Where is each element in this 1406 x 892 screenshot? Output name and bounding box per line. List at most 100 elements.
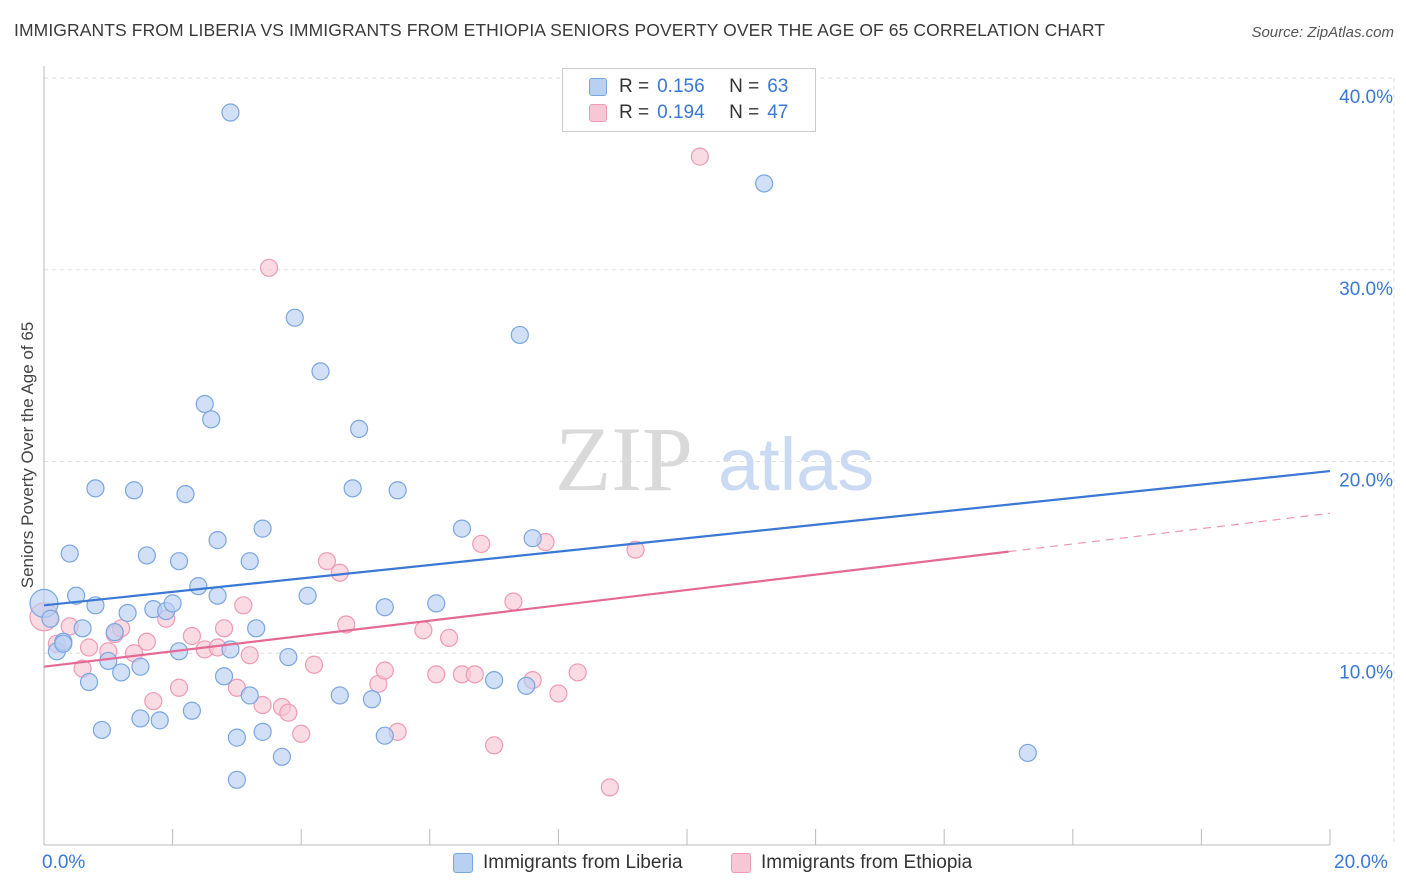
point-liberia [1018, 743, 1037, 763]
correlation-legend: R = 0.156 N = 63 R = 0.194 N = 47 [562, 68, 816, 132]
point-liberia [247, 619, 266, 638]
point-liberia [240, 686, 259, 705]
trend-line-liberia [43, 469, 1331, 607]
point-liberia [131, 709, 150, 728]
legend-r-label: R = [619, 76, 650, 97]
point-liberia [227, 728, 246, 747]
legend-label-ethiopia: Immigrants from Ethiopia [761, 852, 973, 873]
point-liberia [253, 722, 272, 741]
y-tick-label: 30.0% [1339, 279, 1393, 300]
point-liberia [118, 603, 137, 623]
point-ethiopia [504, 592, 523, 611]
series-liberia-points [29, 103, 1037, 789]
point-liberia [298, 586, 317, 605]
point-liberia [208, 531, 227, 550]
point-ethiopia [234, 596, 253, 615]
point-ethiopia [292, 724, 311, 743]
legend-r-value-ethiopia: 0.194 [657, 102, 705, 123]
point-liberia [182, 701, 201, 720]
point-liberia [163, 594, 182, 613]
point-ethiopia [690, 147, 709, 166]
point-liberia [388, 481, 407, 500]
point-liberia [279, 647, 298, 667]
point-liberia [221, 103, 240, 122]
chart-title: IMMIGRANTS FROM LIBERIA VS IMMIGRANTS FR… [14, 20, 1106, 40]
y-tick-label: 10.0% [1339, 662, 1393, 683]
legend-label-liberia: Immigrants from Liberia [483, 852, 683, 873]
point-liberia [272, 747, 292, 766]
trend-line-extension-ethiopia [1008, 512, 1331, 553]
point-liberia [92, 720, 111, 740]
point-liberia [137, 546, 156, 565]
point-ethiopia [214, 619, 234, 638]
point-ethiopia [169, 678, 189, 697]
watermark-zip: ZIP [555, 408, 693, 510]
watermark-atlas: atlas [718, 423, 874, 506]
legend-item-ethiopia: Immigrants from Ethiopia [731, 852, 972, 874]
point-liberia [343, 479, 362, 498]
point-liberia [375, 598, 394, 617]
point-liberia [169, 552, 189, 571]
point-liberia [253, 519, 272, 538]
point-liberia [189, 577, 208, 596]
point-ethiopia [414, 621, 433, 640]
point-liberia [755, 174, 774, 193]
x-tick-label-max: 20.0% [1334, 852, 1388, 873]
legend-swatch-ethiopia [731, 853, 751, 873]
point-liberia [73, 619, 92, 638]
point-liberia [375, 726, 394, 745]
point-liberia [79, 672, 99, 692]
point-ethiopia [465, 665, 484, 684]
point-ethiopia [439, 628, 459, 648]
point-ethiopia [317, 552, 337, 571]
point-liberia [105, 623, 124, 642]
point-liberia [330, 686, 349, 705]
point-liberia [452, 519, 472, 538]
y-tick-label: 40.0% [1339, 87, 1393, 108]
legend-r-value-liberia: 0.156 [657, 76, 705, 97]
point-liberia [517, 676, 536, 695]
point-ethiopia [279, 703, 298, 722]
point-liberia [176, 484, 195, 504]
point-liberia [208, 586, 227, 605]
legend-swatch-liberia [589, 78, 607, 96]
point-liberia [362, 690, 382, 709]
point-liberia [427, 594, 446, 613]
point-ethiopia [485, 736, 504, 755]
legend-swatch-liberia [453, 853, 473, 873]
point-ethiopia [600, 778, 619, 797]
watermark: ZIP atlas [555, 408, 874, 510]
legend-row-ethiopia: R = 0.194 N = 47 [589, 100, 788, 126]
point-liberia [349, 419, 369, 439]
point-liberia [60, 544, 79, 563]
x-tick-label-min: 0.0% [42, 852, 86, 873]
legend-row-liberia: R = 0.156 N = 63 [589, 74, 788, 100]
point-liberia [86, 479, 105, 498]
point-liberia [285, 308, 304, 327]
point-liberia [41, 609, 60, 628]
series-legend: Immigrants from Liberia Immigrants from … [0, 852, 1406, 876]
point-ethiopia [137, 632, 156, 651]
point-liberia [150, 711, 169, 730]
trend-lines [43, 469, 1331, 668]
y-tick-label: 20.0% [1339, 471, 1393, 492]
point-liberia [112, 663, 131, 682]
point-ethiopia [549, 684, 568, 703]
legend-swatch-ethiopia [589, 104, 607, 122]
legend-r-label: R = [619, 102, 650, 123]
axes [43, 66, 1331, 846]
point-liberia [240, 552, 259, 571]
legend-item-liberia: Immigrants from Liberia [453, 852, 683, 874]
point-ethiopia [472, 534, 491, 554]
point-liberia [214, 667, 234, 686]
source-credit: Source: ZipAtlas.com [1251, 24, 1394, 41]
point-liberia [523, 529, 542, 548]
point-liberia [227, 770, 246, 789]
point-ethiopia [375, 661, 394, 680]
point-liberia [311, 362, 330, 381]
point-ethiopia [304, 655, 324, 674]
point-ethiopia [259, 258, 279, 277]
point-liberia [124, 481, 144, 500]
point-ethiopia [144, 692, 163, 711]
point-ethiopia [427, 665, 446, 684]
